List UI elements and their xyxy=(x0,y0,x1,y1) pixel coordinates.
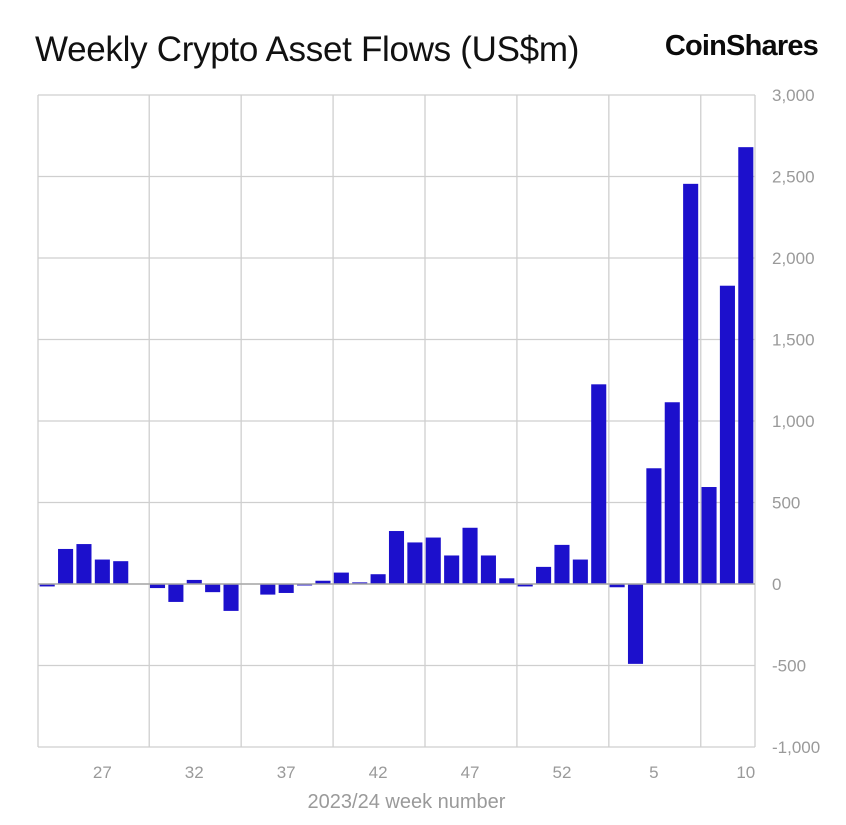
x-tick-label: 5 xyxy=(649,763,658,782)
x-tick-label: 52 xyxy=(553,763,572,782)
bar xyxy=(94,559,110,584)
y-tick-label: 2,000 xyxy=(772,249,815,268)
bar xyxy=(370,574,386,584)
bar xyxy=(517,584,533,587)
coinshares-logo: CoinShares xyxy=(664,30,819,62)
y-tick-label: 0 xyxy=(772,575,781,594)
bar xyxy=(39,584,55,587)
x-tick-label: 32 xyxy=(185,763,204,782)
bar xyxy=(536,566,552,584)
bar xyxy=(388,531,405,584)
bar xyxy=(444,555,460,584)
x-tick-label: 37 xyxy=(277,763,296,782)
x-tick-label: 47 xyxy=(461,763,480,782)
bar xyxy=(407,542,423,584)
bar xyxy=(186,579,202,584)
bar xyxy=(333,572,349,584)
bar xyxy=(738,147,754,584)
bar xyxy=(572,559,588,584)
bar xyxy=(113,561,129,584)
bar xyxy=(352,582,368,584)
bar xyxy=(591,384,607,584)
bar xyxy=(76,544,92,584)
x-tick-label: 27 xyxy=(93,763,112,782)
bar xyxy=(278,584,294,593)
bar xyxy=(315,580,331,584)
chart-bars xyxy=(39,147,754,664)
chart-grid xyxy=(37,94,756,748)
y-tick-label: 3,000 xyxy=(772,86,815,105)
bar xyxy=(462,527,478,584)
bar xyxy=(609,584,625,588)
bar xyxy=(627,584,644,664)
bar xyxy=(701,487,717,584)
y-tick-label: 1,500 xyxy=(772,331,815,350)
y-tick-label: -500 xyxy=(772,657,806,676)
bar xyxy=(168,584,184,602)
x-tick-label: 10 xyxy=(736,763,755,782)
bar xyxy=(149,584,166,589)
x-axis-label: 2023/24 week number xyxy=(308,791,506,813)
chart-title: Weekly Crypto Asset Flows (US$m) xyxy=(35,30,580,69)
bar xyxy=(554,544,570,584)
bar xyxy=(205,584,221,593)
y-tick-label: -1,000 xyxy=(772,738,820,757)
bar xyxy=(58,548,74,584)
bar xyxy=(683,183,699,584)
y-tick-label: 500 xyxy=(772,494,800,513)
y-axis: 3,000 2,500 2,000 1,500 1,000 500 0 -500 -1,000 xyxy=(772,86,820,757)
y-tick-label: 1,000 xyxy=(772,412,815,431)
bar xyxy=(223,584,239,611)
bar xyxy=(719,285,735,584)
y-tick-label: 2,500 xyxy=(772,168,815,187)
bar xyxy=(664,402,680,584)
x-axis: 27 32 37 42 47 52 5 10 xyxy=(93,763,755,782)
bar xyxy=(425,537,441,584)
x-tick-label: 42 xyxy=(369,763,388,782)
bar xyxy=(646,468,662,584)
bar xyxy=(260,584,276,595)
bar xyxy=(480,555,496,584)
bar xyxy=(499,578,515,584)
